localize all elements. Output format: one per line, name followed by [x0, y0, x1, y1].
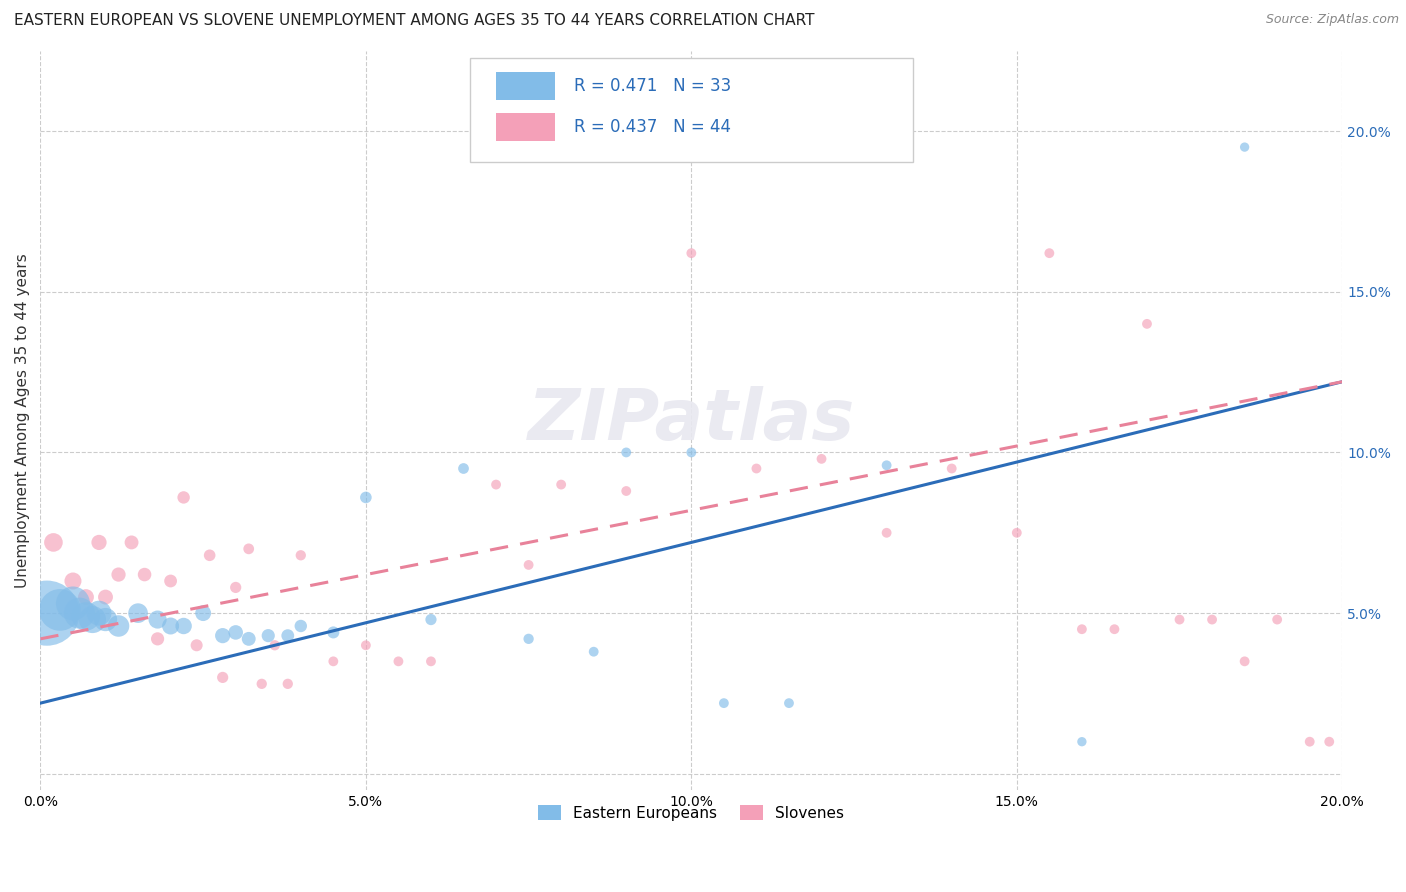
Point — [354, 491, 377, 505]
Point — [1265, 613, 1288, 627]
Point — [1233, 654, 1256, 668]
Text: Source: ZipAtlas.com: Source: ZipAtlas.com — [1265, 13, 1399, 27]
Point — [1038, 246, 1060, 260]
Point — [75, 609, 97, 624]
Point — [173, 619, 195, 633]
Point — [681, 445, 703, 459]
Point — [62, 574, 84, 588]
Text: R = 0.471   N = 33: R = 0.471 N = 33 — [574, 78, 731, 95]
Point — [82, 613, 104, 627]
Point — [354, 638, 377, 652]
Text: ZIPatlas: ZIPatlas — [527, 386, 855, 455]
Point — [290, 549, 312, 563]
Point — [263, 638, 285, 652]
Point — [225, 625, 247, 640]
Point — [713, 696, 735, 710]
Point — [1070, 622, 1092, 636]
Point — [277, 677, 299, 691]
Point — [778, 696, 800, 710]
Point — [1299, 734, 1322, 748]
Point — [517, 558, 540, 572]
Point — [211, 670, 233, 684]
Point — [485, 477, 508, 491]
Point — [810, 451, 832, 466]
Point — [290, 619, 312, 633]
Point — [225, 581, 247, 595]
Point — [159, 574, 181, 588]
Point — [614, 483, 637, 498]
Point — [107, 567, 129, 582]
FancyBboxPatch shape — [496, 72, 554, 100]
Point — [681, 246, 703, 260]
Point — [49, 603, 72, 617]
FancyBboxPatch shape — [496, 112, 554, 141]
Point — [62, 597, 84, 611]
Point — [420, 654, 443, 668]
Point — [186, 638, 208, 652]
Point — [75, 590, 97, 604]
Point — [146, 632, 169, 646]
Point — [94, 613, 117, 627]
Point — [1136, 317, 1159, 331]
Point — [238, 541, 260, 556]
Text: R = 0.437   N = 44: R = 0.437 N = 44 — [574, 118, 731, 136]
Point — [277, 629, 299, 643]
Point — [614, 445, 637, 459]
Text: EASTERN EUROPEAN VS SLOVENE UNEMPLOYMENT AMONG AGES 35 TO 44 YEARS CORRELATION C: EASTERN EUROPEAN VS SLOVENE UNEMPLOYMENT… — [14, 13, 814, 29]
Point — [198, 549, 221, 563]
Point — [420, 613, 443, 627]
Point — [69, 606, 91, 620]
Point — [211, 629, 233, 643]
Point — [453, 461, 475, 475]
Point — [322, 625, 344, 640]
Point — [134, 567, 156, 582]
Point — [250, 677, 273, 691]
Y-axis label: Unemployment Among Ages 35 to 44 years: Unemployment Among Ages 35 to 44 years — [15, 253, 30, 588]
Point — [1201, 613, 1223, 627]
Point — [550, 477, 572, 491]
Point — [1070, 734, 1092, 748]
Point — [517, 632, 540, 646]
Point — [107, 619, 129, 633]
FancyBboxPatch shape — [470, 58, 912, 161]
Point — [173, 491, 195, 505]
Point — [387, 654, 409, 668]
Point — [121, 535, 143, 549]
Point — [1005, 525, 1028, 540]
Point — [238, 632, 260, 646]
Point — [322, 654, 344, 668]
Point — [146, 613, 169, 627]
Point — [745, 461, 768, 475]
Legend: Eastern Europeans, Slovenes: Eastern Europeans, Slovenes — [531, 798, 851, 827]
Point — [1168, 613, 1191, 627]
Point — [127, 606, 149, 620]
Point — [1104, 622, 1126, 636]
Point — [87, 606, 110, 620]
Point — [582, 645, 605, 659]
Point — [876, 458, 898, 473]
Point — [941, 461, 963, 475]
Point — [87, 535, 110, 549]
Point — [1233, 140, 1256, 154]
Point — [159, 619, 181, 633]
Point — [876, 525, 898, 540]
Point — [191, 606, 214, 620]
Point — [35, 606, 58, 620]
Point — [94, 590, 117, 604]
Point — [1317, 734, 1340, 748]
Point — [257, 629, 280, 643]
Point — [42, 535, 65, 549]
